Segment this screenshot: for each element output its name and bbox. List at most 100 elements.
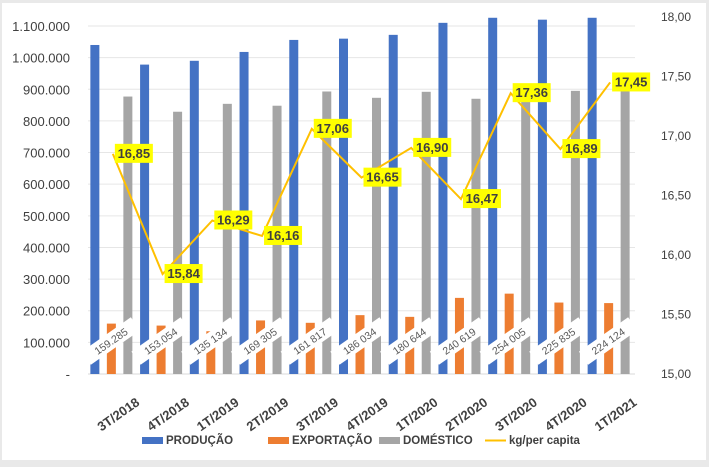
export-label-box	[380, 317, 439, 365]
left-y-tick-label: 900.000	[23, 82, 70, 97]
right-y-axis: 15,00 15,50 16,00 16,50 17,00 17,50 18,00	[661, 10, 691, 381]
line-label-text: 16,47	[466, 191, 499, 206]
line-label-box	[214, 210, 253, 230]
legend-label: DOMÉSTICO	[403, 434, 473, 447]
legend: PRODUÇÃO EXPORTAÇÃO DOMÉSTICO kg/per capita	[142, 434, 581, 447]
legend-label: EXPORTAÇÃO	[292, 434, 372, 447]
export-label-box	[230, 317, 290, 365]
x-tick: 3T/2018	[94, 394, 142, 434]
right-y-tick-label: 15,50	[661, 308, 691, 322]
left-y-tick-label: -	[66, 367, 70, 382]
line-label-text: 17,36	[515, 85, 548, 100]
export-label-box	[81, 317, 141, 365]
left-y-tick-label: 500.000	[23, 209, 70, 224]
left-y-tick-label: 100.000	[23, 335, 70, 350]
left-y-tick-label: 400.000	[23, 240, 70, 255]
x-tick-label: 2T/2019	[244, 394, 292, 434]
x-tick: 1T/2021	[592, 394, 640, 434]
legend-swatch	[379, 437, 400, 444]
export-label-box	[280, 317, 339, 365]
right-y-tick-label: 18,00	[661, 10, 691, 24]
line-data-labels: 16,85 15,84 16,29 16,16 17,06 16,65 16,90 16,47…	[114, 72, 651, 284]
export-label-box	[479, 317, 538, 365]
line-label-text: 16,89	[565, 141, 598, 156]
left-y-tick-label: 300.000	[23, 272, 70, 287]
x-tick: 4T/2020	[542, 394, 590, 434]
producao-bar	[537, 19, 547, 374]
producao-bar	[90, 44, 100, 375]
line-label-text: 17,06	[316, 121, 349, 136]
legend-label: kg/per capita	[509, 435, 581, 447]
x-tick-label: 3T/2019	[293, 394, 341, 434]
x-tick: 1T/2019	[194, 394, 242, 434]
domestico-bar	[421, 91, 431, 374]
x-tick-label: 2T/2020	[443, 394, 491, 434]
producao-bar	[189, 60, 199, 375]
line-label-text: 16,85	[118, 146, 151, 161]
line-label-text: 16,16	[267, 228, 300, 243]
producao-bar	[587, 17, 597, 375]
line-label-box	[462, 189, 501, 209]
producao-bar	[289, 39, 299, 375]
domestico-bar	[570, 90, 580, 374]
left-y-tick-label: 1.000.000	[12, 51, 70, 66]
domestico-bar	[372, 97, 381, 374]
domestico-bar	[173, 111, 183, 374]
x-tick-label: 1T/2019	[194, 394, 242, 434]
producao-bar	[140, 64, 150, 374]
bar-series	[90, 17, 630, 375]
chart-frame: - 100.000 200.000 300.000 400.000 500.000 600.…	[2, 3, 706, 460]
x-tick-label: 4T/2018	[144, 394, 192, 434]
left-y-tick-label: 1.100.000	[12, 19, 70, 34]
line-label-box	[562, 139, 601, 159]
x-tick: 3T/2019	[293, 394, 341, 434]
right-y-tick-label: 15,00	[661, 367, 691, 381]
x-axis: 3T/2018 4T/2018 1T/2019 2T/2019 3T/2019 4T/20…	[94, 394, 639, 434]
left-y-tick-label: 800.000	[23, 114, 70, 129]
left-y-axis: - 100.000 200.000 300.000 400.000 500.000 600.…	[12, 19, 70, 382]
export-label-box	[578, 317, 638, 365]
x-tick-label: 4T/2020	[542, 394, 590, 434]
line-label-text: 15,84	[167, 266, 200, 281]
x-tick-label: 3T/2018	[94, 394, 142, 434]
line-label-text: 16,90	[416, 140, 449, 155]
exportacao-bar	[206, 331, 216, 374]
left-y-tick-label: 700.000	[23, 146, 70, 161]
producao-bar	[339, 38, 348, 375]
line-label-box	[512, 83, 551, 103]
right-y-tick-label: 17,50	[661, 70, 691, 84]
export-label-box	[330, 317, 389, 365]
line-label-text: 16,65	[366, 170, 399, 185]
line-series	[111, 81, 611, 276]
x-tick: 2T/2019	[244, 394, 292, 434]
domestico-bar	[222, 103, 232, 375]
right-y-tick-label: 16,00	[661, 248, 691, 262]
producao-bar	[438, 22, 448, 374]
x-tick: 4T/2018	[144, 394, 192, 434]
legend-label: PRODUÇÃO	[166, 434, 233, 447]
domestico-bar	[123, 96, 133, 375]
right-y-tick-label: 17,00	[661, 129, 691, 143]
x-tick-label: 4T/2019	[343, 394, 391, 434]
x-tick-label: 3T/2020	[492, 394, 540, 434]
line-label-box	[612, 72, 651, 92]
x-tick: 4T/2019	[343, 394, 391, 434]
line-label-box	[114, 143, 153, 163]
line-label-box	[164, 264, 203, 284]
line-label-box	[313, 118, 352, 138]
line-label-text: 16,29	[217, 212, 250, 227]
combo-chart: - 100.000 200.000 300.000 400.000 500.000 600.…	[12, 10, 691, 447]
domestico-bar	[521, 95, 531, 374]
x-tick: 1T/2020	[393, 394, 441, 434]
x-tick: 2T/2020	[443, 394, 491, 434]
x-tick-label: 1T/2021	[592, 394, 640, 434]
domestico-bar	[620, 82, 630, 374]
export-label-box	[181, 317, 240, 365]
export-label-box	[131, 317, 190, 365]
legend-swatch	[142, 437, 163, 444]
domestico-bar	[471, 98, 481, 374]
export-label-box	[529, 317, 588, 365]
legend-swatch	[268, 437, 289, 444]
line-label-box	[413, 137, 452, 157]
producao-bar	[388, 34, 398, 374]
